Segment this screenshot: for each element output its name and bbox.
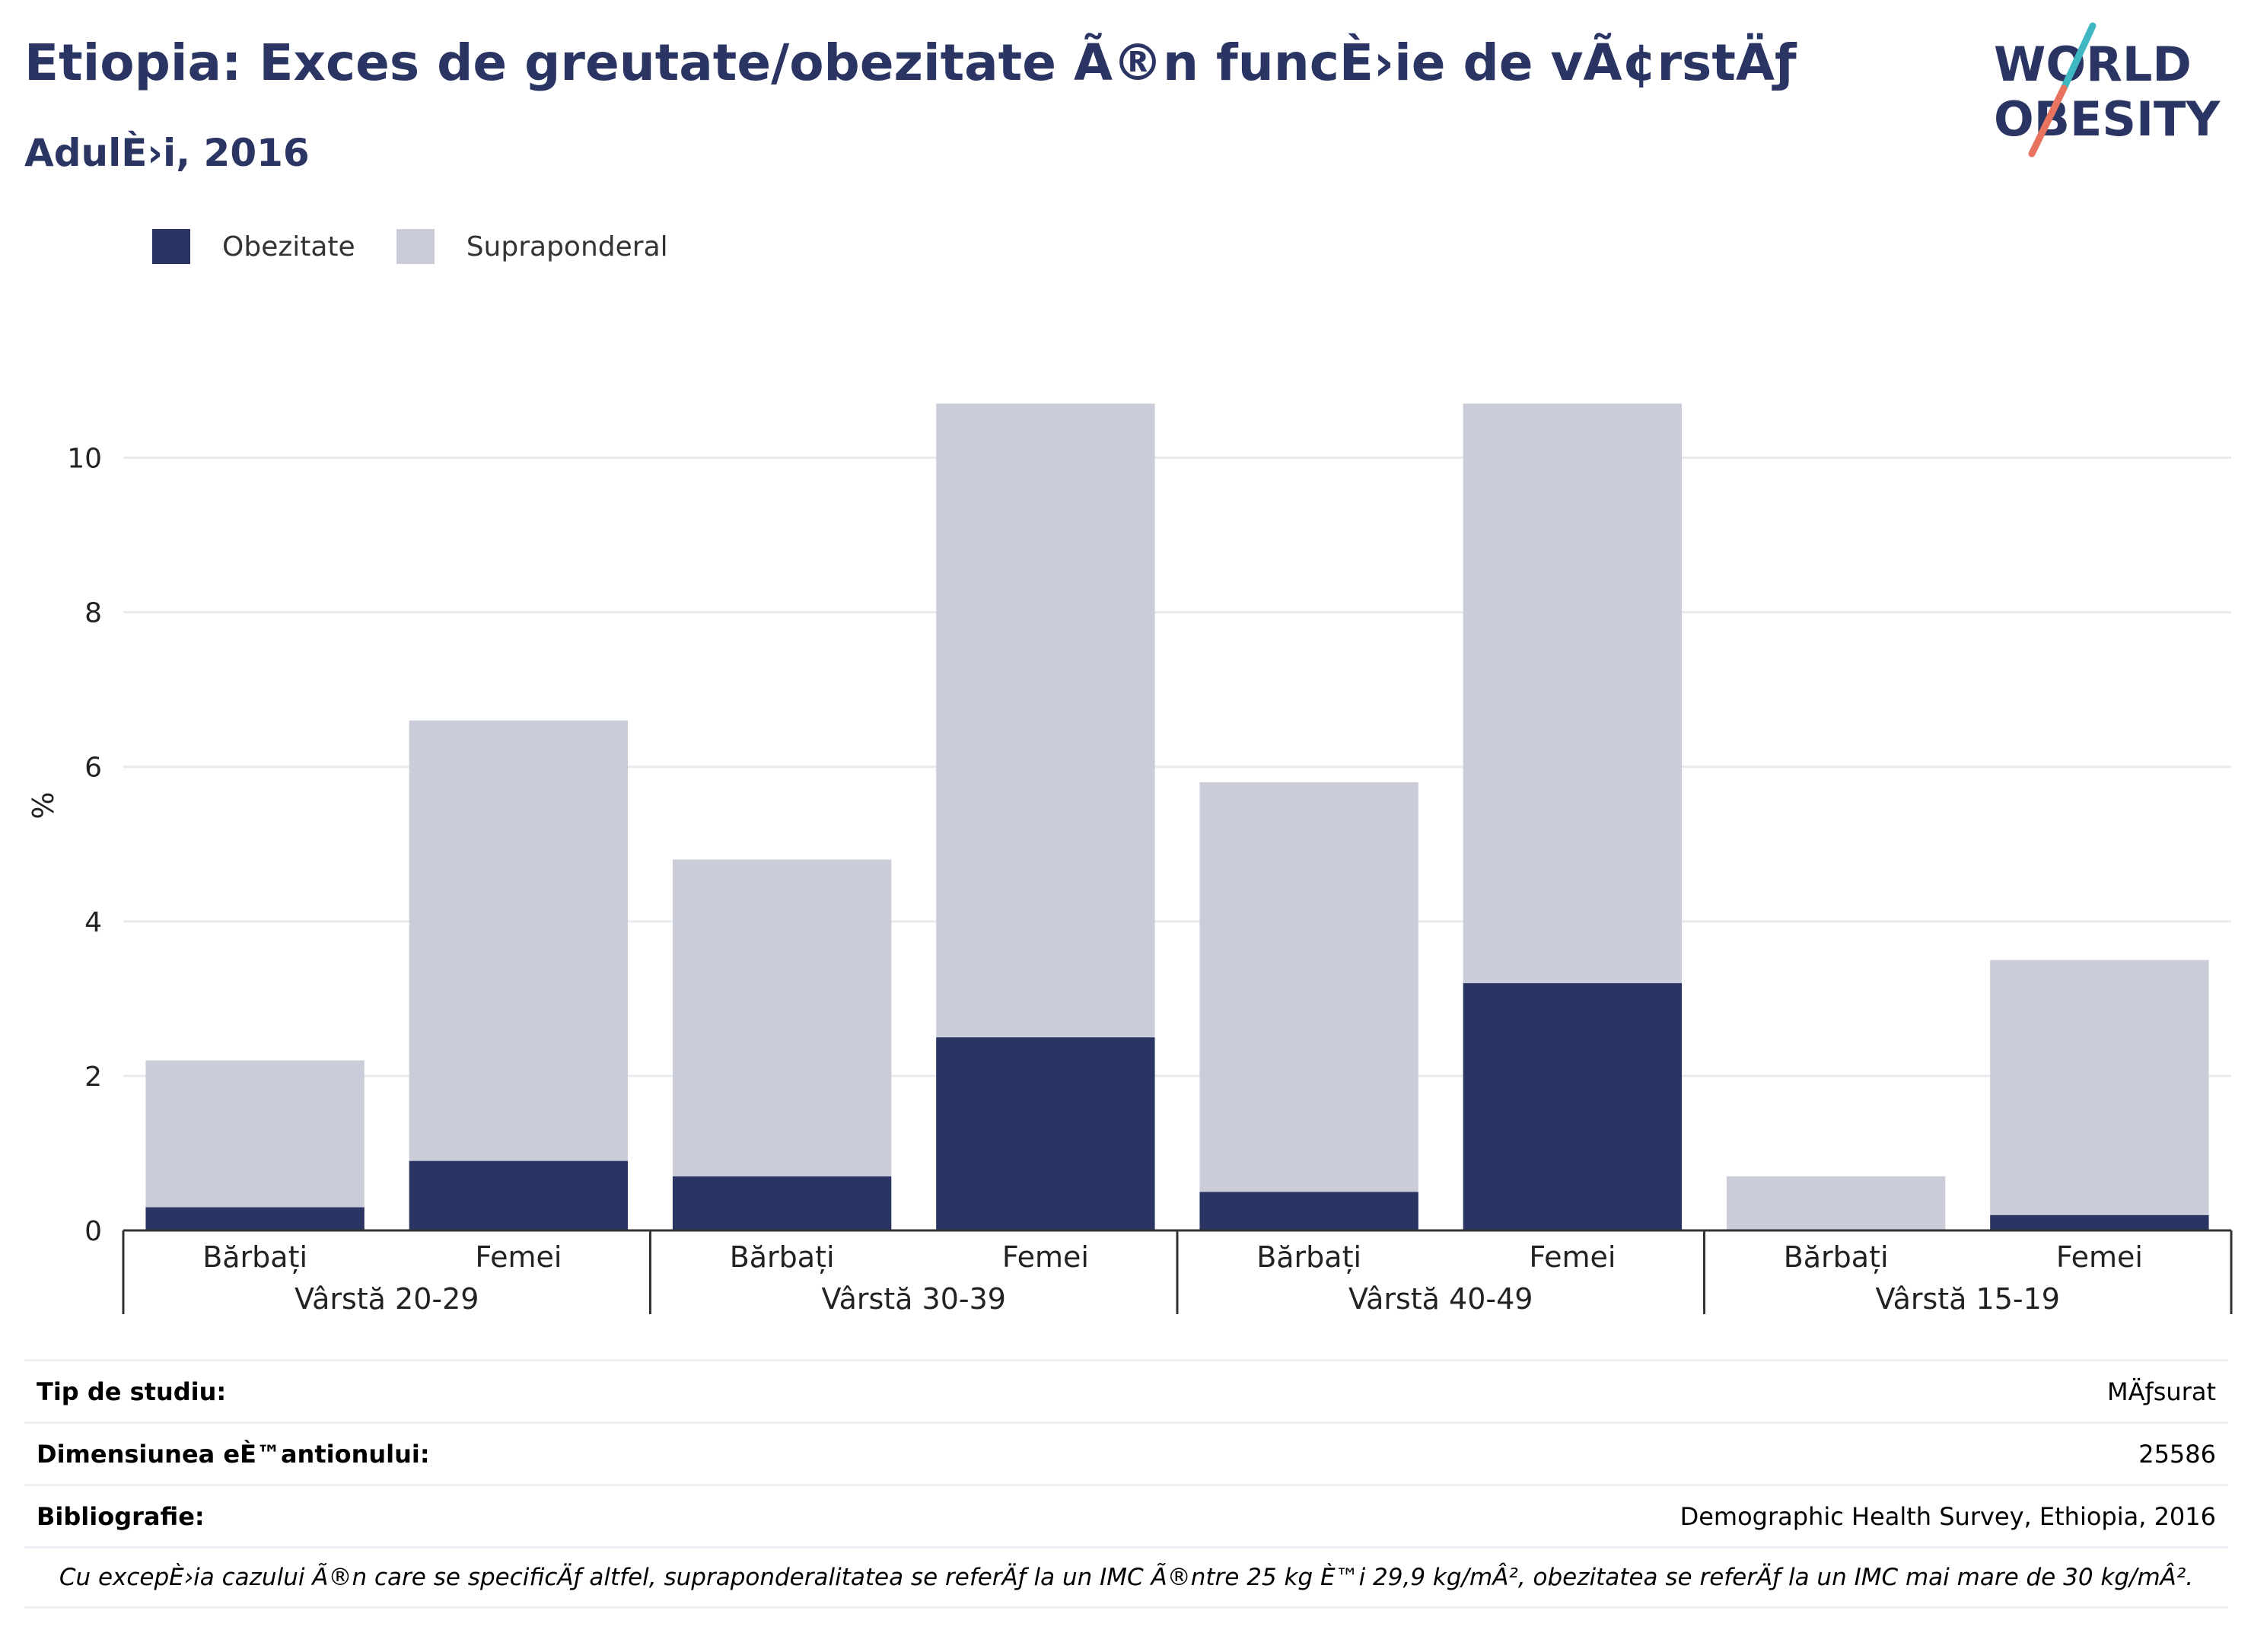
info-row-bibliography: Bibliografie: Demographic Health Survey,… [24,1484,2228,1546]
bar-supraponderal-1 [409,720,629,1161]
y-tick-label: 2 [84,1062,102,1093]
logo-word-world: WORLD [1994,37,2192,92]
bar-supraponderal-7 [1990,960,2209,1215]
stacked-bar-chart: 0 2 4 6 8 10% Bărbați Femei Bărbați Femei Bărbați F… [27,403,2233,1316]
info-key: Tip de studiu: [37,1377,227,1406]
bar-obezitate-5 [1463,983,1683,1230]
bar-obezitate-4 [1199,1192,1418,1230]
info-table: Tip de studiu: MÄƒsurat Dimensiunea eÈ™a… [24,1359,2228,1609]
legend-label-obezitate: Obezitate [222,231,355,263]
legend-swatch-supraponderal [396,229,435,264]
x-group-label: Vârstă 30-39 [822,1282,1006,1316]
x-category-label: Bărbați [1784,1240,1889,1274]
x-group-label: Vârstă 40-49 [1348,1282,1533,1316]
chart-legend: Obezitate Supraponderal [152,225,709,268]
bar-obezitate-0 [145,1207,365,1230]
logo-slash-top [2060,22,2097,92]
info-key: Bibliografie: [37,1501,205,1531]
info-value: 25586 [2138,1439,2216,1469]
bar-obezitate-2 [672,1176,892,1230]
chart-subtitle: AdulÈ›i, 2016 [24,131,310,175]
y-tick-label: 0 [84,1216,102,1247]
x-category-label: Bărbați [730,1240,835,1274]
y-tick-label: 4 [84,907,102,938]
x-group-label: Vârstă 15-19 [1876,1282,2060,1316]
info-row-sample-size: Dimensiunea eÈ™antionului: 25586 [24,1421,2228,1484]
bar-supraponderal-4 [1199,782,1418,1192]
info-row-study-type: Tip de studiu: MÄƒsurat [24,1359,2228,1421]
x-category-label: Femei [2056,1240,2143,1274]
bar-obezitate-7 [1990,1214,2209,1230]
y-tick-label: 6 [84,753,102,784]
logo-word-obesity: OBESITY [1994,91,2221,147]
legend-item-supraponderal[interactable]: Supraponderal [396,229,668,264]
world-obesity-logo: WORLD OBESITY [1994,22,2221,158]
x-category-label: Bărbați [202,1240,307,1274]
y-tick-label: 10 [67,444,102,475]
legend-swatch-obezitate [152,229,190,264]
bar-supraponderal-0 [145,1060,365,1208]
footnote: Cu excepÈ›ia cazului Ã®n care se specifi… [24,1546,2228,1609]
logo-slash-bottom [2028,84,2068,158]
y-axis-label: % [27,791,60,819]
x-group-label: Vârstă 20-29 [295,1282,479,1316]
info-value: MÄƒsurat [2106,1377,2216,1406]
bar-supraponderal-6 [1726,1176,1946,1230]
bar-supraponderal-2 [672,859,892,1176]
x-category-label: Femei [1529,1240,1616,1274]
bar-obezitate-3 [936,1037,1155,1230]
bar-supraponderal-5 [1463,403,1683,984]
x-category-label: Femei [475,1240,562,1274]
x-category-label: Bărbați [1256,1240,1361,1274]
bar-supraponderal-3 [936,403,1155,1038]
info-value: Demographic Health Survey, Ethiopia, 201… [1679,1501,2216,1531]
legend-item-obezitate[interactable]: Obezitate [152,229,355,264]
info-key: Dimensiunea eÈ™antionului: [37,1439,430,1469]
x-category-label: Femei [1002,1240,1089,1274]
legend-label-supraponderal: Supraponderal [466,231,668,263]
y-tick-label: 8 [84,598,102,629]
chart-title: Etiopia: Exces de greutate/obezitate Ã®n… [24,33,1797,92]
bar-obezitate-1 [409,1160,629,1230]
